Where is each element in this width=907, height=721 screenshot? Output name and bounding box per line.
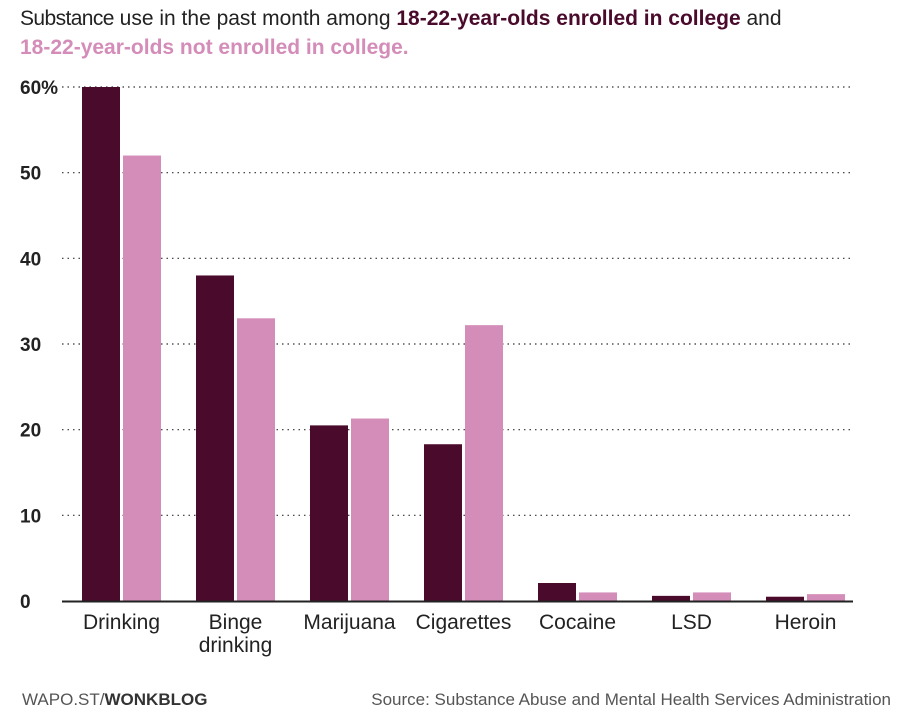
- footer-brand-prefix: WAPO.ST/: [22, 690, 105, 709]
- x-tick-label: drinking: [199, 634, 273, 657]
- bar-enrolled: [538, 583, 576, 601]
- bar-enrolled: [424, 444, 462, 601]
- y-tick-label: 40: [20, 249, 41, 270]
- chart-title: Substance use in the past month among 18…: [20, 4, 900, 62]
- title-text: use in the past month among: [113, 7, 397, 30]
- bar-not-enrolled: [123, 155, 161, 602]
- bar-enrolled: [82, 87, 120, 601]
- y-tick-label: 60%: [20, 78, 58, 99]
- x-tick-label: Binge: [209, 611, 263, 634]
- title-and: and: [740, 7, 782, 30]
- y-tick-label: 20: [20, 421, 41, 442]
- footer-brand[interactable]: WAPO.ST/WONKBLOG: [22, 690, 207, 710]
- title-prefix: Substance: [20, 7, 114, 30]
- x-tick-label: Marijuana: [303, 611, 396, 634]
- footer-brand-bold: WONKBLOG: [104, 690, 208, 709]
- bar-not-enrolled: [351, 418, 389, 601]
- bar-not-enrolled: [693, 592, 731, 601]
- title-not-college-label: 18-22-year-olds not enrolled in college.: [20, 36, 409, 59]
- x-tick-label: Cocaine: [539, 611, 616, 634]
- x-tick-label: Cigarettes: [416, 611, 512, 634]
- x-tick-label: Drinking: [83, 611, 160, 634]
- bar-enrolled: [196, 275, 234, 601]
- bar-not-enrolled: [237, 318, 275, 601]
- bar-enrolled: [766, 596, 804, 601]
- y-tick-label: 0: [20, 592, 31, 613]
- bar-enrolled: [310, 425, 348, 601]
- bar-not-enrolled: [579, 592, 617, 601]
- x-tick-label: Heroin: [775, 611, 837, 634]
- y-tick-label: 10: [20, 506, 41, 527]
- bar-not-enrolled: [807, 594, 845, 601]
- x-tick-label: LSD: [671, 611, 712, 634]
- bar-enrolled: [652, 595, 690, 601]
- title-college-label: 18-22-year-olds enrolled in college: [396, 7, 741, 30]
- y-tick-label: 30: [20, 335, 41, 356]
- bar-not-enrolled: [465, 325, 503, 601]
- y-tick-label: 50: [20, 164, 41, 185]
- footer-source-credit: Source: Substance Abuse and Mental Healt…: [371, 690, 891, 709]
